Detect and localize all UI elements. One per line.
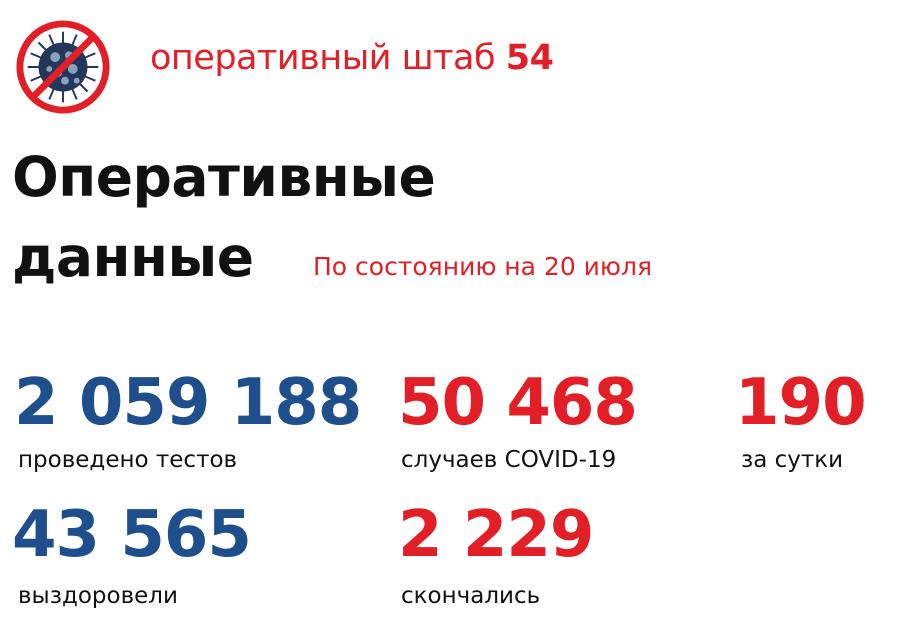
page-title-line1: Оперативные [12,145,436,209]
header-number: 54 [505,38,554,78]
cases-value: 50 468 [398,366,638,440]
daily-value: 190 [735,366,867,440]
tests-value: 2 059 188 [14,366,362,440]
deaths-value: 2 229 [398,498,594,572]
tests-label: проведено тестов [18,447,238,473]
page-title-line2: данные [12,225,254,289]
recovered-label: выздоровели [18,583,178,609]
deaths-label: скончались [401,583,541,609]
recovered-value: 43 565 [12,498,252,572]
cases-label: случаев COVID-19 [401,447,617,473]
header-text: оперативный штаб [150,38,496,78]
header-title: оперативный штаб 54 [150,38,554,78]
daily-label: за сутки [741,447,844,473]
crossed-out-virus-icon [16,20,110,114]
date-subtitle: По состоянию на 20 июля [313,252,652,281]
